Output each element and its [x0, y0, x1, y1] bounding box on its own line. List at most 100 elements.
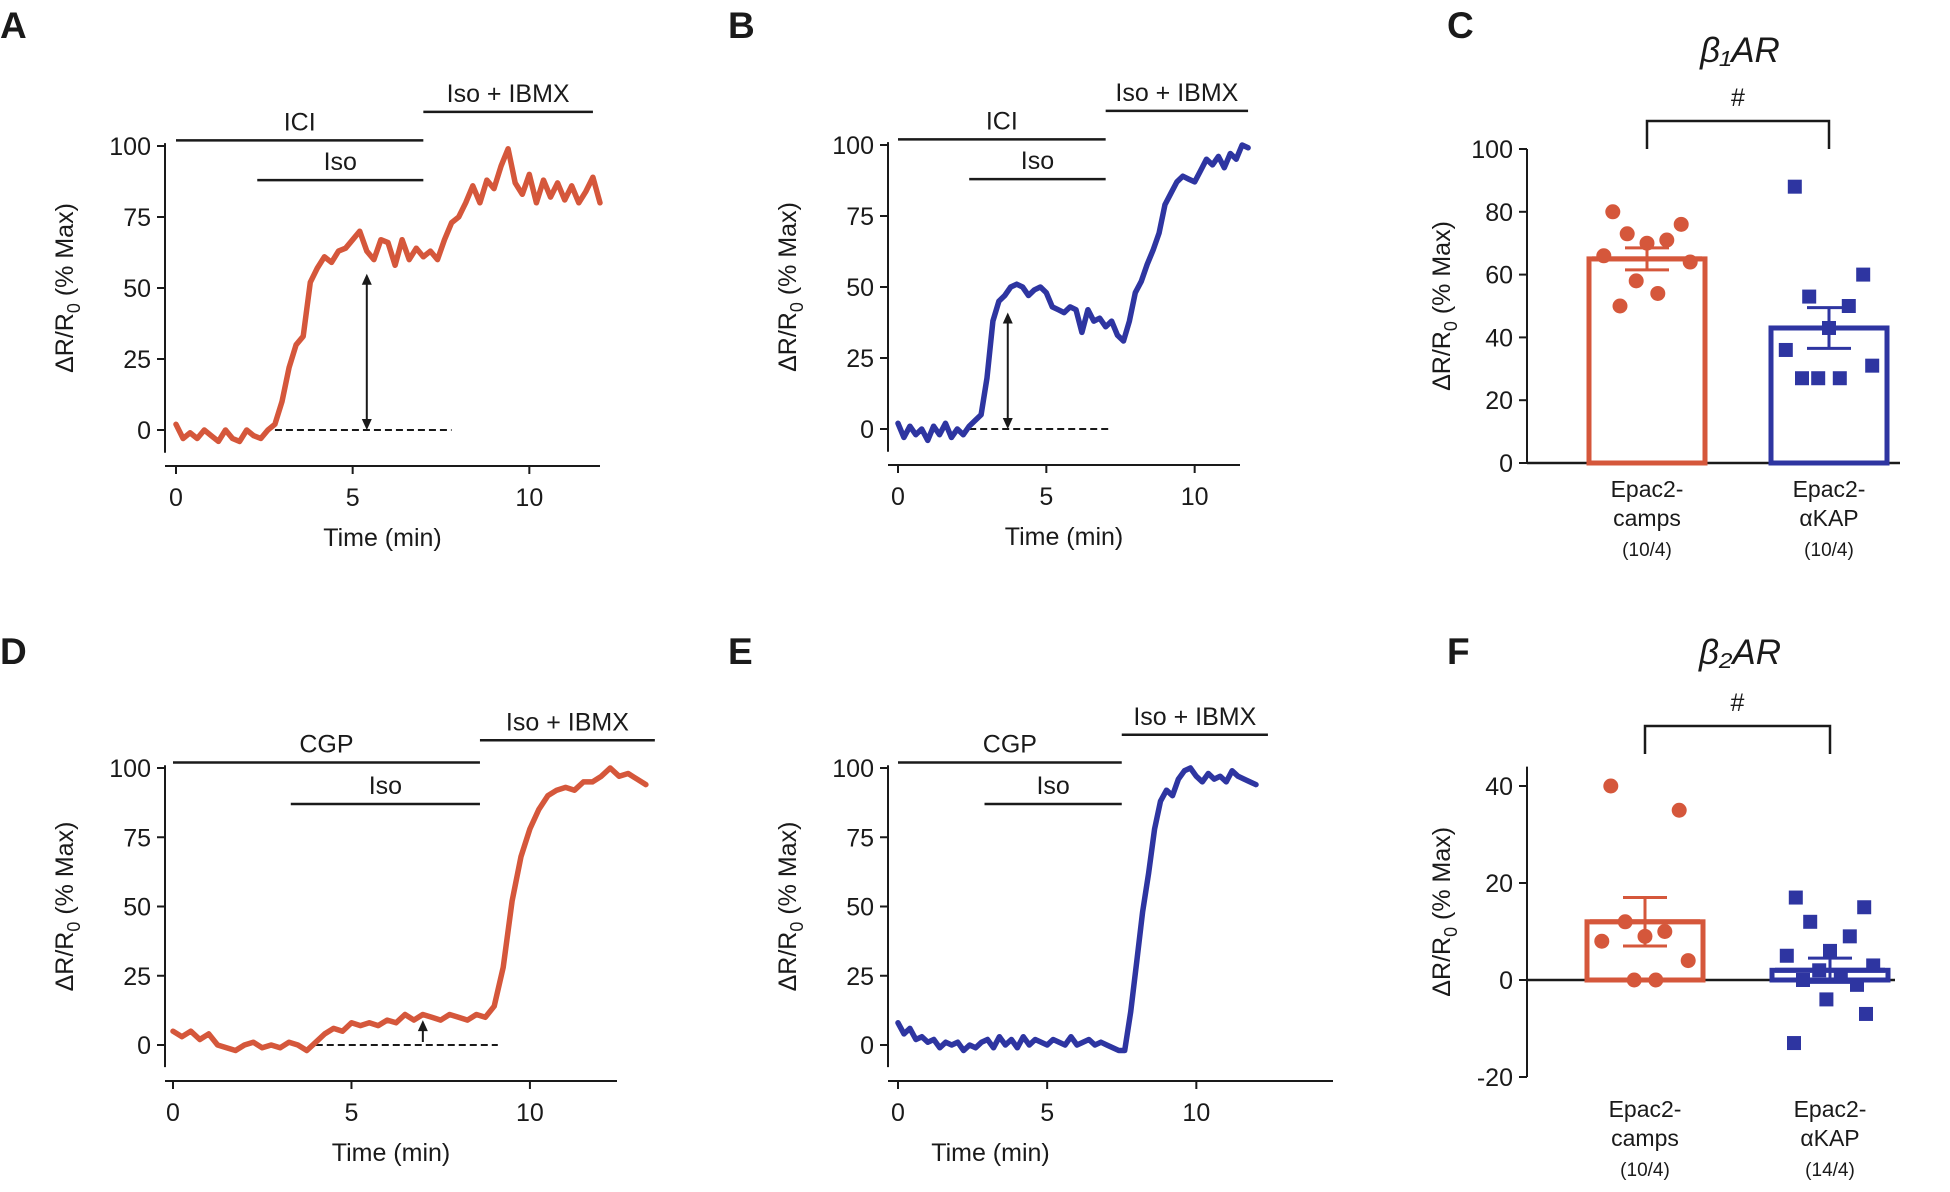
x-tick-label: 10 [516, 1099, 544, 1127]
data-point [1832, 371, 1847, 386]
treatment-label: Iso [324, 148, 357, 176]
y-axis-label: ΔR/R0 (% Max) [51, 822, 84, 992]
significance-bracket [1643, 724, 1832, 754]
treatment-label: Iso + IBMX [1115, 79, 1238, 107]
data-point [1650, 285, 1666, 301]
panel-letter-E: E [728, 631, 753, 672]
y-tick-label: 25 [123, 346, 151, 374]
y-tick-label: 40 [1485, 773, 1513, 801]
chart-panel-F: -20 0 20 40 ΔR/R0 (% Max) β₂AR # Epac2- camps (10… [1428, 633, 1895, 1181]
treatment-label: Iso + IBMX [447, 80, 570, 108]
y-tick-label: 100 [109, 755, 151, 783]
panel-title: β₂AR [1698, 633, 1781, 672]
data-point [1682, 254, 1698, 270]
data-point [1811, 371, 1826, 386]
data-point [1671, 802, 1687, 818]
y-tick-label: 80 [1485, 199, 1513, 227]
data-point [1617, 914, 1633, 930]
panel-letter-A: A [0, 5, 27, 46]
group-label-line1: Epac2- [1609, 1096, 1682, 1122]
data-point [1823, 943, 1837, 958]
arrow-head-up [361, 273, 372, 285]
x-tick-label: 0 [891, 1099, 905, 1127]
data-point [1626, 972, 1642, 988]
treatment-label: ICI [986, 107, 1018, 135]
y-tick-label: 50 [846, 274, 874, 302]
data-point [1796, 973, 1810, 987]
y-tick-label: 100 [832, 755, 874, 783]
significance-marker: # [1731, 689, 1745, 717]
significance-bracket [1645, 119, 1831, 149]
group-label-line2: αKAP [1800, 1125, 1859, 1151]
y-tick-label: 25 [846, 963, 874, 991]
y-tick-label: 0 [137, 417, 151, 445]
treatment-label: Iso [1036, 772, 1069, 800]
data-point [1822, 320, 1836, 335]
data-point [1841, 299, 1856, 313]
x-tick-label: 5 [1039, 483, 1053, 511]
panel-letter-D: D [0, 631, 27, 672]
data-point [1779, 948, 1794, 963]
y-tick-label: 75 [123, 204, 151, 232]
data-point [1850, 977, 1864, 992]
mean-bar-red [1586, 256, 1708, 466]
data-point [1812, 963, 1827, 978]
group-label-line1: Epac2- [1611, 476, 1684, 502]
y-axis-label: ΔR/R0 (% Max) [774, 202, 807, 372]
y-axis-label: ΔR/R0 (% Max) [1428, 827, 1461, 997]
x-axis-label: Time (min) [931, 1139, 1050, 1167]
data-point [1637, 928, 1653, 944]
data-point [1603, 778, 1619, 794]
data-point [1833, 968, 1848, 983]
series-trace [895, 765, 1259, 1054]
treatment-label: CGP [983, 730, 1037, 758]
treatment-label: Iso + IBMX [1133, 703, 1256, 731]
x-tick-label: 5 [1040, 1099, 1054, 1127]
data-point [1605, 204, 1621, 220]
data-point [1596, 248, 1612, 264]
group-label-line1: Epac2- [1794, 1096, 1867, 1122]
data-point [1856, 267, 1871, 282]
x-tick-label: 0 [166, 1099, 180, 1127]
arrow-head-down [361, 419, 372, 430]
data-point [1778, 342, 1793, 357]
arrow-head-up [417, 1020, 428, 1032]
chart-panel-B: 0 25 50 75 100 0 5 10 Time (min) ΔR/R0 (% Max) ICI… [774, 79, 1251, 551]
y-tick-label: 100 [832, 132, 874, 160]
data-point [1680, 953, 1696, 969]
group-n-label: (10/4) [1622, 540, 1672, 561]
data-point [1659, 232, 1675, 248]
x-tick-label: 10 [1181, 483, 1209, 511]
data-point [1802, 289, 1817, 304]
data-point [1648, 972, 1664, 988]
data-point [1866, 958, 1881, 973]
arrow-head-down [1002, 418, 1013, 429]
y-tick-label: 0 [1499, 967, 1513, 995]
group-label-line2: αKAP [1799, 505, 1858, 531]
data-point [1842, 929, 1857, 944]
series-trace [173, 146, 603, 445]
treatment-label: CGP [299, 730, 353, 758]
significance-marker: # [1731, 84, 1745, 112]
arrow-head-up [1002, 312, 1013, 324]
data-point [1795, 371, 1809, 386]
treatment-label: Iso [1021, 147, 1054, 175]
y-tick-label: -20 [1477, 1064, 1513, 1092]
data-point [1673, 216, 1689, 232]
y-tick-label: 20 [1485, 870, 1513, 898]
x-tick-label: 5 [346, 484, 360, 512]
data-point [1787, 1036, 1801, 1051]
data-point [1639, 235, 1655, 251]
y-tick-label: 100 [1471, 136, 1513, 164]
group-n-label: (14/4) [1805, 1160, 1855, 1181]
data-point [1619, 226, 1635, 242]
group-label-line2: camps [1613, 505, 1681, 531]
y-tick-label: 75 [846, 824, 874, 852]
x-tick-label: 0 [169, 484, 183, 512]
panel-letter-F: F [1447, 631, 1470, 672]
data-point [1803, 914, 1818, 929]
chart-panel-E: 0 25 50 75 100 0 5 10 Time (min) ΔR/R0 (% Max) CGP… [774, 703, 1333, 1167]
treatment-label: Iso + IBMX [506, 708, 629, 736]
series-trace [170, 765, 649, 1054]
panel-letter-B: B [728, 5, 755, 46]
